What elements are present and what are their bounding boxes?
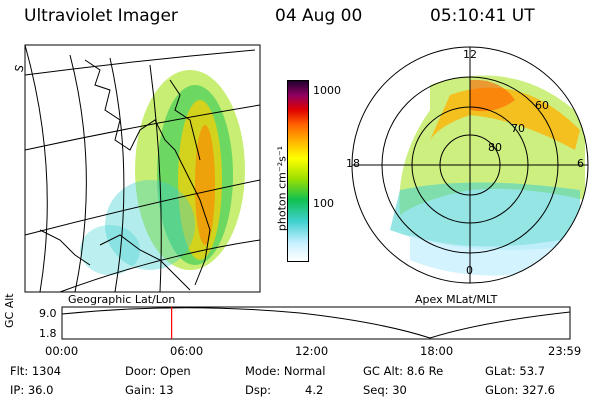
colorbar-tick-1000: 1000	[313, 84, 341, 97]
mlt-label-18: 18	[346, 157, 360, 170]
date-label: 04 Aug 00	[275, 6, 363, 26]
status-gain: Gain: 13	[125, 383, 174, 397]
status-dsp-label: Dsp:	[245, 383, 272, 397]
colorbar-tick-100: 100	[313, 197, 334, 210]
lat-label-70: 70	[511, 122, 525, 135]
mlt-label-0: 0	[466, 264, 473, 277]
colorbar-unit-label: photon cm⁻²s⁻¹	[275, 145, 289, 232]
lat-label-60: 60	[535, 99, 549, 112]
status-glat: GLat: 53.7	[485, 364, 546, 378]
map-corner-label: S	[12, 63, 27, 74]
mlt-label-12: 12	[463, 48, 477, 61]
status-dsp-value: 4.2	[305, 383, 324, 397]
timeline-ytick-low: 1.8	[39, 327, 57, 340]
status-seq: Seq: 30	[363, 383, 407, 397]
time-label: 05:10:41 UT	[430, 6, 535, 26]
instrument-title: Ultraviolet Imager	[24, 6, 178, 26]
status-glon: GLon: 327.6	[485, 383, 555, 397]
mlt-label-6: 6	[577, 157, 584, 170]
geographic-caption: Geographic Lat/Lon	[68, 293, 176, 306]
polar-caption: Apex MLat/MLT	[415, 293, 498, 306]
auroral-image-polar	[390, 75, 585, 276]
timeline-xtick-1800: 18:00	[420, 344, 454, 358]
timeline-ylabel: GC Alt	[3, 293, 16, 328]
auroral-image-geo	[80, 70, 245, 275]
status-mode: Mode: Normal	[245, 364, 326, 378]
lat-label-80: 80	[488, 141, 502, 154]
timeline-xtick-1200: 12:00	[295, 344, 329, 358]
timeline-xtick-0000: 00:00	[45, 344, 79, 358]
status-door: Door: Open	[125, 364, 191, 378]
status-gc-alt: GC Alt: 8.6 Re	[363, 364, 444, 378]
timeline-xtick-0600: 06:00	[170, 344, 204, 358]
timeline-ytick-high: 9.0	[39, 307, 57, 320]
status-ip: IP: 36.0	[10, 383, 54, 397]
colorbar	[287, 80, 309, 262]
timeline-xtick-2359: 23:59	[548, 344, 582, 358]
status-flight: Flt: 1304	[10, 364, 62, 378]
